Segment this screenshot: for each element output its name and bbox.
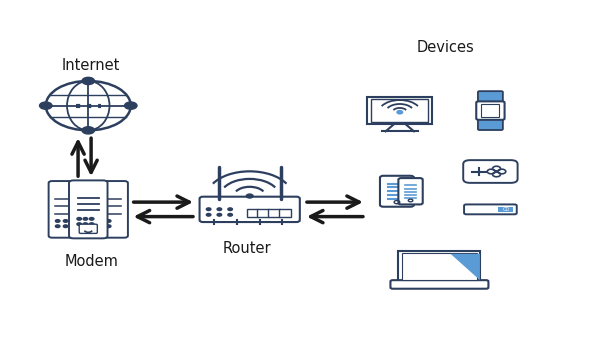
Bar xyxy=(279,209,291,217)
FancyBboxPatch shape xyxy=(367,97,432,124)
Circle shape xyxy=(217,213,222,216)
FancyBboxPatch shape xyxy=(478,118,503,130)
Text: Modem: Modem xyxy=(64,254,118,269)
Circle shape xyxy=(55,225,60,227)
FancyBboxPatch shape xyxy=(463,160,517,183)
Circle shape xyxy=(90,217,94,220)
Text: CD: CD xyxy=(503,207,510,212)
Bar xyxy=(371,99,428,122)
FancyBboxPatch shape xyxy=(380,176,414,207)
Circle shape xyxy=(206,208,211,211)
FancyBboxPatch shape xyxy=(48,181,85,238)
Circle shape xyxy=(106,220,111,222)
Circle shape xyxy=(124,102,137,109)
Circle shape xyxy=(206,213,211,216)
Circle shape xyxy=(90,223,94,225)
FancyBboxPatch shape xyxy=(199,197,300,222)
Circle shape xyxy=(99,225,103,227)
FancyBboxPatch shape xyxy=(398,250,480,282)
Text: Router: Router xyxy=(222,241,271,256)
FancyBboxPatch shape xyxy=(69,180,107,238)
Circle shape xyxy=(82,127,94,134)
Polygon shape xyxy=(451,254,480,280)
FancyBboxPatch shape xyxy=(91,181,128,238)
Circle shape xyxy=(397,110,402,114)
FancyBboxPatch shape xyxy=(398,178,422,204)
Bar xyxy=(247,209,258,217)
Circle shape xyxy=(228,208,232,211)
Circle shape xyxy=(55,220,60,222)
FancyBboxPatch shape xyxy=(464,204,517,214)
Text: Internet: Internet xyxy=(62,58,120,73)
Circle shape xyxy=(83,223,88,225)
Circle shape xyxy=(63,220,68,222)
FancyBboxPatch shape xyxy=(478,91,503,104)
Circle shape xyxy=(106,225,111,227)
Bar xyxy=(497,207,513,212)
Bar xyxy=(257,209,269,217)
Circle shape xyxy=(228,213,232,216)
Bar xyxy=(402,253,477,280)
Text: Devices: Devices xyxy=(416,40,474,55)
Circle shape xyxy=(83,217,88,220)
FancyBboxPatch shape xyxy=(476,102,504,120)
FancyBboxPatch shape xyxy=(391,280,489,289)
FancyBboxPatch shape xyxy=(79,224,97,233)
Bar xyxy=(268,209,280,217)
Circle shape xyxy=(40,102,52,109)
Circle shape xyxy=(77,223,81,225)
Circle shape xyxy=(246,194,253,198)
Circle shape xyxy=(217,208,222,211)
Circle shape xyxy=(82,77,94,85)
Circle shape xyxy=(77,217,81,220)
Circle shape xyxy=(63,225,68,227)
Bar xyxy=(481,104,500,117)
Circle shape xyxy=(99,220,103,222)
